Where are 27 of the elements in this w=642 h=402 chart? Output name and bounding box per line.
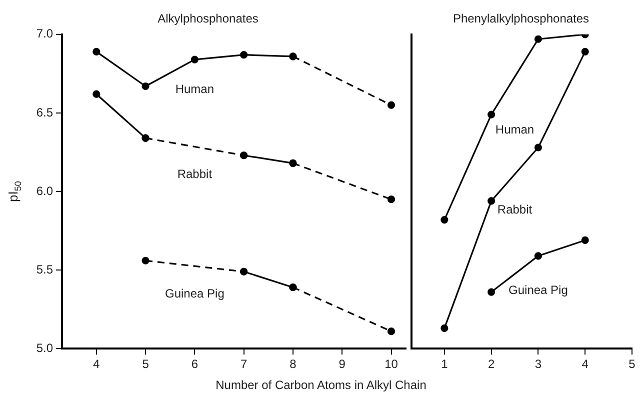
x-tick-label: 7 xyxy=(240,357,248,372)
series-label: Rabbit xyxy=(497,202,533,216)
y-tick-label: 6.5 xyxy=(36,105,54,120)
x-tick-label: 10 xyxy=(384,357,398,372)
x-tick-label: 5 xyxy=(142,357,150,372)
series-label: Human xyxy=(175,82,214,96)
x-tick-label: 9 xyxy=(338,357,346,372)
chart-title: Alkylphosphonates xyxy=(158,12,258,26)
x-tick-label: 1 xyxy=(441,357,448,372)
chart-title: Phenylalkylphosphonates xyxy=(452,12,590,26)
series-label: Rabbit xyxy=(177,167,213,182)
x-tick-label: 4 xyxy=(582,357,589,372)
x-tick-label: 6 xyxy=(191,357,198,372)
x-tick-label: 8 xyxy=(290,357,297,372)
y-tick-label: 5.0 xyxy=(36,340,54,355)
x-axis-title: Number of Carbon Atoms in Alkyl Chain xyxy=(214,378,428,392)
y-tick-label: 7.0 xyxy=(36,26,54,41)
x-tick-label: 3 xyxy=(534,357,542,372)
x-tick-label: 4 xyxy=(93,357,100,372)
y-axis-title: pI50 xyxy=(6,181,24,202)
series-label: Guinea Pig xyxy=(165,286,224,300)
y-tick-label: 5.5 xyxy=(36,262,54,276)
x-tick-label: 2 xyxy=(488,357,495,372)
series-label: Guinea Pig xyxy=(508,283,568,298)
series-label: Human xyxy=(495,122,534,136)
x-tick-label: 5 xyxy=(628,357,636,372)
y-tick-label: 6.0 xyxy=(36,184,54,198)
